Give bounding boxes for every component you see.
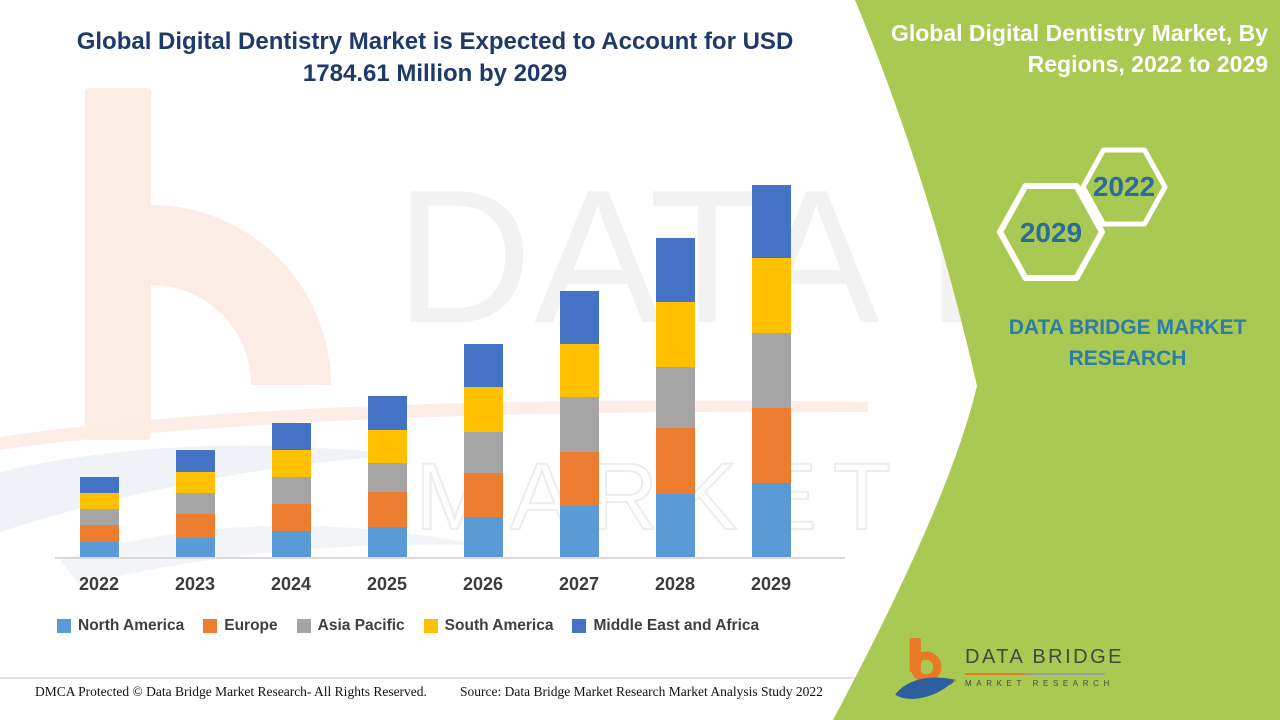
segment-europe-2026: [463, 472, 503, 518]
panel-title: Global Digital Dentistry Market, By Regi…: [880, 18, 1268, 80]
legend-label-south-america: South America: [444, 617, 554, 634]
logo-divider: [965, 673, 1105, 675]
brand-caption: DATA BRIDGE MARKET RESEARCH: [985, 312, 1270, 374]
segment-north-america-2026: [463, 517, 503, 558]
x-axis-line: [55, 557, 845, 559]
segment-middle-east-and-africa-2027: [559, 290, 599, 344]
legend-item-north-america: North America: [57, 617, 184, 635]
logo-tagline: MARKET RESEARCH: [965, 679, 1114, 688]
x-axis-label-2027: 2027: [558, 574, 600, 594]
segment-middle-east-and-africa-2022: [79, 476, 119, 493]
panel-title-line1: Global Digital Dentistry Market, By: [890, 20, 1268, 46]
segment-europe-2027: [559, 452, 599, 506]
segment-europe-2028: [655, 427, 695, 495]
segment-asia-pacific-2025: [367, 463, 407, 493]
legend-item-south-america: South America: [423, 617, 554, 635]
bar-2023: [175, 450, 215, 558]
segment-north-america-2023: [175, 537, 215, 558]
segment-south-america-2025: [367, 430, 407, 464]
segment-middle-east-and-africa-2026: [463, 344, 503, 388]
segment-europe-2024: [271, 504, 311, 532]
segment-europe-2022: [79, 524, 119, 542]
x-axis-label-2028: 2028: [654, 574, 696, 594]
segment-north-america-2028: [655, 494, 695, 558]
x-axis-label-2022: 2022: [78, 574, 120, 594]
legend-item-asia-pacific: Asia Pacific: [296, 617, 405, 635]
legend-swatch-asia-pacific: [296, 619, 311, 633]
x-axis-label-2024: 2024: [270, 574, 312, 594]
data-bridge-logo: DATA BRIDGE MARKET RESEARCH: [893, 632, 1125, 712]
segment-south-america-2023: [175, 472, 215, 493]
segment-asia-pacific-2029: [751, 332, 791, 408]
brand-caption-line1: DATA BRIDGE MARKET: [1008, 316, 1247, 339]
segment-south-america-2026: [463, 387, 503, 432]
segment-south-america-2027: [559, 343, 599, 398]
bar-2022: [79, 476, 119, 558]
legend-swatch-middle-east-and-africa: [572, 619, 587, 633]
segment-north-america-2027: [559, 505, 599, 558]
legend-label-europe: Europe: [224, 617, 278, 634]
footer-divider: [0, 677, 862, 679]
brand-caption-line2: RESEARCH: [1068, 347, 1187, 370]
segment-europe-2023: [175, 513, 215, 538]
legend-item-europe: Europe: [203, 617, 278, 635]
page-title: Global Digital Dentistry Market is Expec…: [70, 26, 800, 90]
legend-label-asia-pacific: Asia Pacific: [317, 617, 405, 634]
bar-2026: [463, 344, 503, 558]
legend-swatch-europe: [203, 619, 218, 633]
x-axis-label-2029: 2029: [750, 574, 792, 594]
segment-europe-2029: [751, 407, 791, 483]
segment-asia-pacific-2022: [79, 508, 119, 525]
segment-north-america-2022: [79, 541, 119, 558]
page-title-line1: Global Digital Dentistry Market is Expec…: [76, 28, 794, 55]
segment-middle-east-and-africa-2023: [175, 450, 215, 473]
segment-asia-pacific-2023: [175, 493, 215, 514]
legend-swatch-north-america: [57, 619, 71, 633]
segment-asia-pacific-2026: [463, 431, 503, 473]
bar-2027: [559, 290, 599, 558]
segment-south-america-2024: [271, 450, 311, 478]
x-axis-label-2026: 2026: [462, 574, 504, 594]
segment-middle-east-and-africa-2024: [271, 423, 311, 451]
legend-item-middle-east-and-africa: Middle East and Africa: [572, 617, 759, 635]
legend-swatch-south-america: [423, 619, 438, 633]
segment-europe-2025: [367, 492, 407, 528]
footer-dmca-notice: DMCA Protected © Data Bridge Market Rese…: [35, 684, 427, 699]
segment-middle-east-and-africa-2029: [751, 185, 791, 258]
page-title-line2: 1784.61 Million by 2029: [302, 60, 568, 87]
x-axis-label-2025: 2025: [366, 574, 408, 594]
bar-2024: [271, 423, 311, 558]
segment-south-america-2028: [655, 301, 695, 367]
legend-label-middle-east-and-africa: Middle East and Africa: [593, 617, 760, 634]
segment-south-america-2022: [79, 492, 119, 509]
segment-asia-pacific-2027: [559, 397, 599, 453]
footer-source-note: Source: Data Bridge Market Research Mark…: [460, 684, 823, 699]
bar-2025: [367, 396, 407, 558]
segment-south-america-2029: [751, 257, 791, 333]
bar-2029: [751, 185, 791, 558]
segment-north-america-2025: [367, 527, 407, 558]
chart-legend: North America Europe Asia Pacific South Ame…: [57, 617, 759, 635]
segment-middle-east-and-africa-2028: [655, 238, 695, 302]
segment-north-america-2029: [751, 482, 791, 558]
segment-asia-pacific-2028: [655, 366, 695, 428]
bar-2028: [655, 238, 695, 558]
logo-wordmark: DATA BRIDGE: [965, 646, 1125, 668]
segment-asia-pacific-2024: [271, 477, 311, 505]
x-axis-label-2023: 2023: [174, 574, 216, 594]
data-bridge-logo-icon: [895, 638, 956, 699]
segment-north-america-2024: [271, 531, 311, 558]
segment-middle-east-and-africa-2025: [367, 396, 407, 431]
legend-label-north-america: North America: [78, 617, 185, 634]
panel-title-line2: Regions, 2022 to 2029: [1027, 51, 1268, 77]
